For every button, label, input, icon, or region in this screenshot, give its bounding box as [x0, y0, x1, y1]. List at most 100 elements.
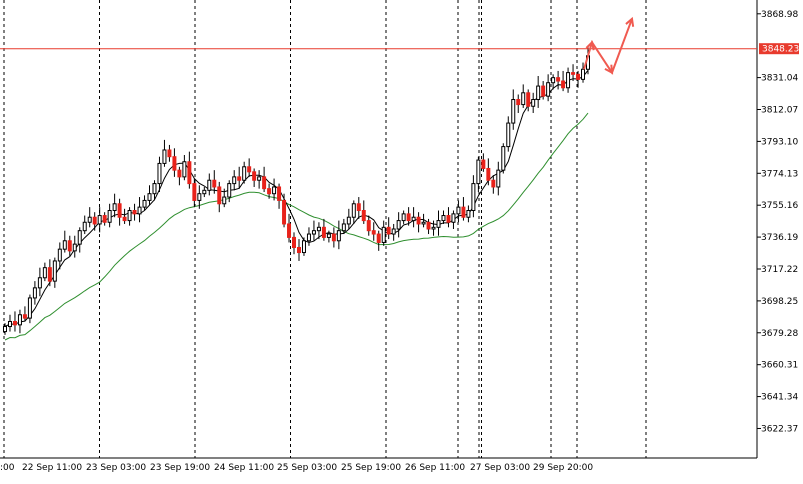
candle-bear: [446, 215, 451, 223]
forecast-arrowhead-final: [625, 16, 635, 27]
candle-bull: [391, 228, 396, 235]
candle-bear: [556, 77, 561, 82]
candle-bull: [32, 287, 37, 299]
candle-bull: [521, 92, 526, 106]
ma-slow-line: [4, 112, 589, 341]
price-level-tag-text: 3848.23: [762, 45, 799, 55]
candle-bull: [112, 203, 117, 212]
candle-bear: [386, 226, 391, 235]
forecast-arrow-path: [583, 18, 633, 75]
candle-bull: [87, 216, 92, 223]
candle-bear: [262, 176, 267, 190]
candle-bear: [516, 99, 521, 106]
candle-bull: [466, 210, 471, 218]
candle-bull: [202, 189, 207, 195]
candle-bull: [496, 169, 501, 188]
time-tick-label: 27 Sep 03:00: [470, 463, 530, 473]
candle-bull: [476, 159, 481, 185]
candle-bull: [197, 193, 202, 201]
candle-bull: [506, 122, 511, 148]
price-tick-label: 3774.13: [761, 169, 798, 179]
candle-bull: [242, 166, 247, 181]
candle-bear: [481, 159, 486, 169]
forecast-arrowhead-down: [604, 64, 614, 75]
candle-bear: [47, 267, 52, 282]
candle-bull: [326, 233, 331, 238]
candle-bull: [207, 179, 212, 191]
candle-bull: [581, 68, 586, 80]
time-tick-label: 25 Sep 03:00: [277, 463, 337, 473]
candle-bull: [42, 267, 47, 279]
candle-bull: [107, 210, 112, 223]
candle-bear: [576, 73, 581, 80]
candle-bull: [396, 220, 401, 230]
price-tick-label: 3698.25: [761, 297, 798, 307]
candle-bear: [247, 166, 252, 173]
time-tick-label: 26 Sep 11:00: [405, 463, 465, 473]
price-tick-label: 3641.34: [761, 393, 798, 403]
candle-bull: [301, 240, 306, 254]
price-level-tag-background: [759, 43, 799, 55]
candle-bull: [97, 215, 102, 225]
price-tick-label: 3679.28: [761, 329, 798, 339]
candle-bear: [192, 183, 197, 201]
candle-bear: [486, 167, 491, 181]
candle-bull: [511, 99, 516, 124]
price-tick-label: 3622.37: [761, 424, 798, 434]
candle-bull: [546, 82, 551, 97]
candle-bull: [411, 216, 416, 222]
candle-bull: [316, 226, 321, 232]
candle-bear: [371, 230, 376, 235]
candle-bull: [381, 226, 386, 243]
moving-average-fast: [4, 69, 589, 327]
candle-bull: [157, 162, 162, 185]
price-tick-label: 3755.16: [761, 201, 798, 211]
candle-bull: [127, 210, 132, 222]
price-tick-label: 3660.31: [761, 361, 798, 371]
price-tick-label: 3736.19: [761, 233, 798, 243]
candle-bull: [147, 193, 152, 201]
candle-bull: [232, 176, 237, 185]
candle-bear: [292, 236, 297, 248]
ma-fast-line: [4, 69, 589, 327]
candle-bull: [311, 230, 316, 235]
candle-bull: [401, 213, 406, 222]
candle-bull: [471, 183, 476, 212]
candle-bear: [406, 213, 411, 222]
candle-bull: [37, 277, 42, 289]
candle-bull: [436, 220, 441, 228]
candle-bull: [7, 320, 12, 328]
time-axis: :00 22 Sep 11:00 23 Sep 03:00 23 Sep 19:00 2…: [0, 463, 593, 473]
candle-bull: [456, 206, 461, 215]
candle-bear: [237, 176, 242, 181]
candle-bear: [331, 233, 336, 242]
candle-bear: [541, 85, 546, 97]
candle-bear: [282, 199, 287, 225]
candle-bear: [12, 320, 17, 326]
candle-bear: [217, 186, 222, 205]
candle-bull: [137, 206, 142, 215]
candle-bear: [267, 188, 272, 195]
candle-bull: [142, 199, 147, 208]
candle-bull: [421, 221, 426, 225]
candle-bear: [277, 186, 282, 201]
candle-bear: [461, 206, 466, 218]
candle-bull: [341, 223, 346, 232]
candle-bear: [252, 171, 257, 181]
candle-bear: [187, 161, 192, 185]
candle-bear: [376, 233, 381, 243]
candle-bear: [117, 203, 122, 218]
time-tick-label: 29 Sep 20:00: [533, 463, 593, 473]
moving-average-slow: [4, 112, 589, 341]
candle-bull: [227, 183, 232, 198]
price-tick-label: 3812.07: [761, 105, 798, 115]
candle-bull: [82, 221, 87, 232]
candle-bull: [3, 326, 7, 333]
candle-bull: [162, 149, 167, 164]
price-axis: 3868.98 3831.04 3812.07 3793.10 3774.13 3755.…: [757, 10, 798, 434]
candle-bull: [346, 216, 351, 225]
candle-bull: [551, 77, 556, 84]
candle-bear: [366, 220, 371, 232]
candle-bull: [257, 176, 262, 181]
candle-bull: [77, 230, 82, 245]
